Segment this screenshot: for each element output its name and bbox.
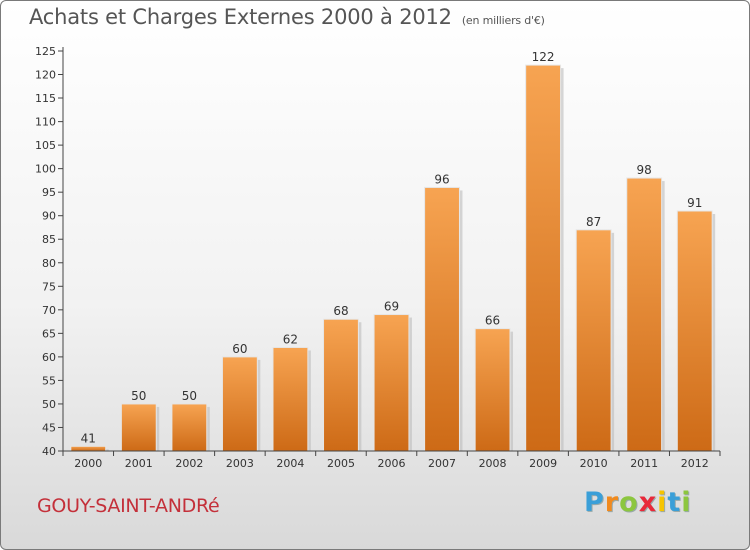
- y-tick-label: 120: [35, 69, 56, 82]
- y-tick-label: 45: [42, 421, 56, 434]
- x-axis: 2000 2001 2002 2003 2004 2005 2006 2007 2008 2009…: [62, 450, 721, 470]
- commune-name: GOUY-SAINT-ANDRé: [37, 495, 220, 517]
- y-tick-label: 65: [42, 327, 56, 340]
- data-label: 69: [384, 300, 399, 314]
- logo-letter: t: [667, 487, 682, 518]
- bar-2012: [676, 210, 713, 452]
- bar-2002: [171, 403, 208, 452]
- x-tick-label: 2001: [125, 457, 153, 470]
- chart-subtitle: (en milliers d'€): [461, 14, 545, 27]
- bar-2007: [424, 186, 460, 452]
- y-tick-label: 115: [35, 92, 56, 105]
- x-tick-label: 2000: [74, 457, 102, 470]
- x-tick-label: 2009: [529, 457, 557, 470]
- data-label: 50: [182, 389, 197, 403]
- data-label: 62: [283, 332, 298, 346]
- data-label: 96: [434, 172, 449, 186]
- x-tick-label: 2012: [681, 457, 709, 470]
- x-tick-label: 2010: [580, 457, 608, 470]
- data-label: 41: [81, 431, 96, 445]
- x-tick-label: 2006: [378, 457, 406, 470]
- logo-letter: i: [681, 487, 692, 518]
- bar-2005: [323, 318, 359, 452]
- bar-2003: [221, 356, 258, 452]
- x-tick-label: 2011: [630, 457, 658, 470]
- y-tick-label: 70: [42, 304, 56, 317]
- data-label: 50: [131, 389, 146, 403]
- bar-2008: [474, 328, 511, 452]
- data-label: 66: [485, 314, 500, 328]
- y-tick-label: 55: [42, 374, 56, 387]
- y-tick-label: 100: [35, 163, 56, 176]
- logo-letter: x: [638, 487, 658, 518]
- y-tick-label: 110: [35, 116, 56, 129]
- y-tick-label: 60: [42, 351, 56, 364]
- x-tick-label: 2005: [327, 457, 355, 470]
- y-tick-label: 90: [42, 210, 56, 223]
- y-tick-label: 125: [35, 45, 56, 58]
- chart-title-text: Achats et Charges Externes 2000 à 2012: [29, 5, 452, 29]
- y-tick-label: 85: [42, 233, 56, 246]
- logo-letter: o: [619, 487, 639, 518]
- logo-letter: P: [584, 487, 605, 518]
- bar-2000: [70, 445, 107, 452]
- logo-letter: r: [604, 487, 620, 518]
- x-tick-label: 2008: [479, 457, 507, 470]
- bars: 41 50 50 60 62 68 69 96 66 122 87 98 91: [70, 50, 716, 452]
- bar-2011: [626, 177, 663, 452]
- x-tick-label: 2003: [226, 457, 254, 470]
- bar-2006: [373, 314, 410, 452]
- data-label: 60: [232, 342, 247, 356]
- x-tick-label: 2002: [175, 457, 203, 470]
- data-label: 98: [637, 163, 652, 177]
- bar-2004: [272, 346, 309, 452]
- data-label: 87: [586, 215, 601, 229]
- bar-2010: [575, 229, 612, 452]
- y-tick-label: 50: [42, 398, 56, 411]
- bar-2009: [525, 64, 562, 452]
- y-tick-label: 40: [42, 445, 56, 458]
- y-axis: 40 45 50 55 60 65 70 75 80 85 90 95 100 105 110 115 120 1…: [35, 45, 64, 458]
- data-label: 91: [687, 196, 702, 210]
- y-tick-label: 75: [42, 280, 56, 293]
- logo-letter: i: [657, 487, 668, 518]
- data-label: 68: [333, 304, 348, 318]
- y-tick-label: 95: [42, 186, 56, 199]
- chart-title: Achats et Charges Externes 2000 à 2012 (e…: [29, 5, 545, 29]
- y-tick-label: 80: [42, 257, 56, 270]
- bar-2001: [120, 403, 157, 452]
- y-tick-label: 105: [35, 139, 56, 152]
- proxiti-logo: Proxiti: [584, 487, 692, 518]
- x-tick-label: 2004: [276, 457, 304, 470]
- x-tick-label: 2007: [428, 457, 456, 470]
- data-label: 122: [532, 50, 555, 64]
